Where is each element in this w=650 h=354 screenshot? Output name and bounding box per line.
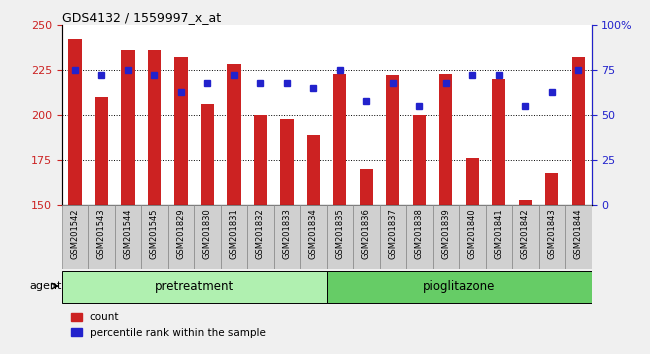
Bar <box>141 205 168 269</box>
Text: pretreatment: pretreatment <box>155 280 234 292</box>
Bar <box>512 205 538 269</box>
Text: GSM201545: GSM201545 <box>150 209 159 259</box>
Bar <box>148 50 161 205</box>
Bar <box>168 205 194 269</box>
Bar <box>459 205 486 269</box>
Bar <box>247 205 274 269</box>
Bar <box>68 39 82 205</box>
Bar <box>353 205 380 269</box>
Bar <box>386 75 400 205</box>
Legend: count, percentile rank within the sample: count, percentile rank within the sample <box>67 308 270 342</box>
Bar <box>492 79 506 205</box>
Text: GSM201834: GSM201834 <box>309 209 318 259</box>
Text: GSM201838: GSM201838 <box>415 209 424 259</box>
Text: GSM201835: GSM201835 <box>335 209 345 259</box>
Text: GSM201830: GSM201830 <box>203 209 212 259</box>
Bar <box>174 57 188 205</box>
Bar <box>326 271 592 303</box>
Text: agent: agent <box>29 281 62 291</box>
Text: GSM201841: GSM201841 <box>494 209 503 259</box>
Text: GDS4132 / 1559997_x_at: GDS4132 / 1559997_x_at <box>62 11 221 24</box>
Text: GSM201832: GSM201832 <box>256 209 265 259</box>
Bar <box>519 200 532 205</box>
Text: GSM201843: GSM201843 <box>547 209 556 259</box>
Text: GSM201837: GSM201837 <box>388 209 397 259</box>
Bar <box>62 271 326 303</box>
Bar <box>227 64 240 205</box>
Text: GSM201842: GSM201842 <box>521 209 530 259</box>
Text: pioglitazone: pioglitazone <box>423 280 495 292</box>
Text: GSM201831: GSM201831 <box>229 209 239 259</box>
Bar <box>486 205 512 269</box>
Bar <box>538 205 565 269</box>
Text: GSM201829: GSM201829 <box>176 209 185 259</box>
Bar <box>326 205 353 269</box>
Bar <box>95 97 108 205</box>
Bar <box>571 57 585 205</box>
Bar <box>380 205 406 269</box>
Text: GSM201833: GSM201833 <box>282 209 291 259</box>
Bar <box>439 74 452 205</box>
Bar <box>333 74 346 205</box>
Bar <box>307 135 320 205</box>
Bar <box>62 205 88 269</box>
Bar <box>201 104 214 205</box>
Bar <box>565 205 592 269</box>
Bar <box>406 205 433 269</box>
Bar <box>221 205 247 269</box>
Text: GSM201836: GSM201836 <box>362 209 371 259</box>
Text: GSM201543: GSM201543 <box>97 209 106 259</box>
Bar <box>115 205 141 269</box>
Bar <box>88 205 115 269</box>
Text: GSM201542: GSM201542 <box>70 209 79 259</box>
Text: GSM201840: GSM201840 <box>468 209 477 259</box>
Bar <box>413 115 426 205</box>
Bar <box>545 173 558 205</box>
Bar <box>122 50 135 205</box>
Text: GSM201544: GSM201544 <box>124 209 133 259</box>
Bar <box>194 205 221 269</box>
Bar <box>465 158 479 205</box>
Bar <box>433 205 459 269</box>
Bar <box>359 169 373 205</box>
Text: GSM201839: GSM201839 <box>441 209 450 259</box>
Bar <box>300 205 327 269</box>
Text: GSM201844: GSM201844 <box>574 209 583 259</box>
Bar <box>274 205 300 269</box>
Bar <box>254 115 267 205</box>
Bar <box>280 119 294 205</box>
